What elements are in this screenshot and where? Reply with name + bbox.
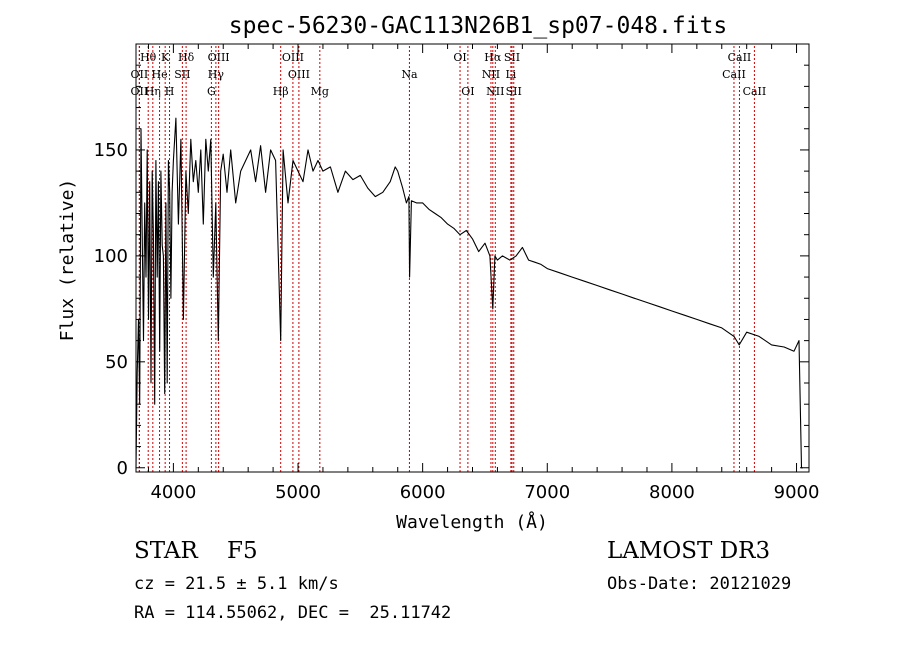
marker-label: OII: [131, 85, 149, 98]
x-tick-label: 9000: [774, 482, 820, 503]
marker-label: Hα: [484, 51, 502, 64]
x-tick-label: 6000: [400, 482, 446, 503]
y-axis: 0 50 100 150: [94, 64, 809, 479]
marker-label: SII: [506, 85, 522, 98]
marker-label: Li: [505, 68, 516, 81]
spectrum-line: [135, 117, 803, 469]
x-axis-label: Wavelength (Å): [396, 511, 548, 533]
redshift-cz: cz = 21.5 ± 5.1 km/s: [134, 574, 339, 594]
marker-label: Hγ: [208, 68, 225, 81]
chart-title: spec-56230-GAC113N26B1_sp07-048.fits: [229, 13, 728, 39]
y-tick-label: 150: [94, 140, 128, 161]
marker-label: Hβ: [273, 85, 289, 98]
marker-label: H: [165, 85, 175, 98]
y-tick-label: 100: [94, 246, 128, 267]
object-class: STAR F5: [134, 538, 258, 564]
marker-label: CaII: [728, 51, 752, 64]
marker-label: G: [207, 85, 216, 98]
marker-label: SII: [174, 68, 190, 81]
plot-frame: [135, 43, 810, 473]
marker-label: OI: [453, 51, 466, 64]
survey-name: LAMOST DR3: [607, 538, 771, 564]
x-axis: 4000 5000 6000 7000 8000 9000: [147, 44, 820, 503]
marker-label: CaII: [743, 85, 767, 98]
y-tick-label: 0: [117, 458, 128, 479]
marker-label: OIII: [208, 51, 230, 64]
marker-label: Hη: [145, 85, 161, 98]
x-tick-label: 8000: [649, 482, 695, 503]
marker-label: NII: [486, 85, 504, 98]
marker-label: OIII: [282, 51, 304, 64]
marker-label: OIII: [288, 68, 310, 81]
marker-label: NII: [482, 68, 500, 81]
marker-label: OI: [461, 85, 474, 98]
marker-label: Na: [401, 68, 418, 81]
x-tick-label: 5000: [275, 482, 321, 503]
marker-label: He: [152, 68, 168, 81]
ra-dec: RA = 114.55062, DEC = 25.11742: [134, 603, 452, 623]
x-tick-label: 7000: [524, 482, 570, 503]
marker-label: Hθ: [140, 51, 157, 64]
y-axis-label: Flux (relative): [57, 179, 78, 342]
y-tick-label: 50: [105, 352, 128, 373]
marker-label: K: [161, 51, 170, 64]
marker-label: CaII: [722, 68, 746, 81]
marker-label: SII: [504, 51, 520, 64]
observation-date: Obs-Date: 20121029: [607, 574, 792, 594]
x-tick-label: 4000: [150, 482, 196, 503]
marker-label: Mg: [311, 85, 329, 98]
marker-label: Hδ: [178, 51, 195, 64]
